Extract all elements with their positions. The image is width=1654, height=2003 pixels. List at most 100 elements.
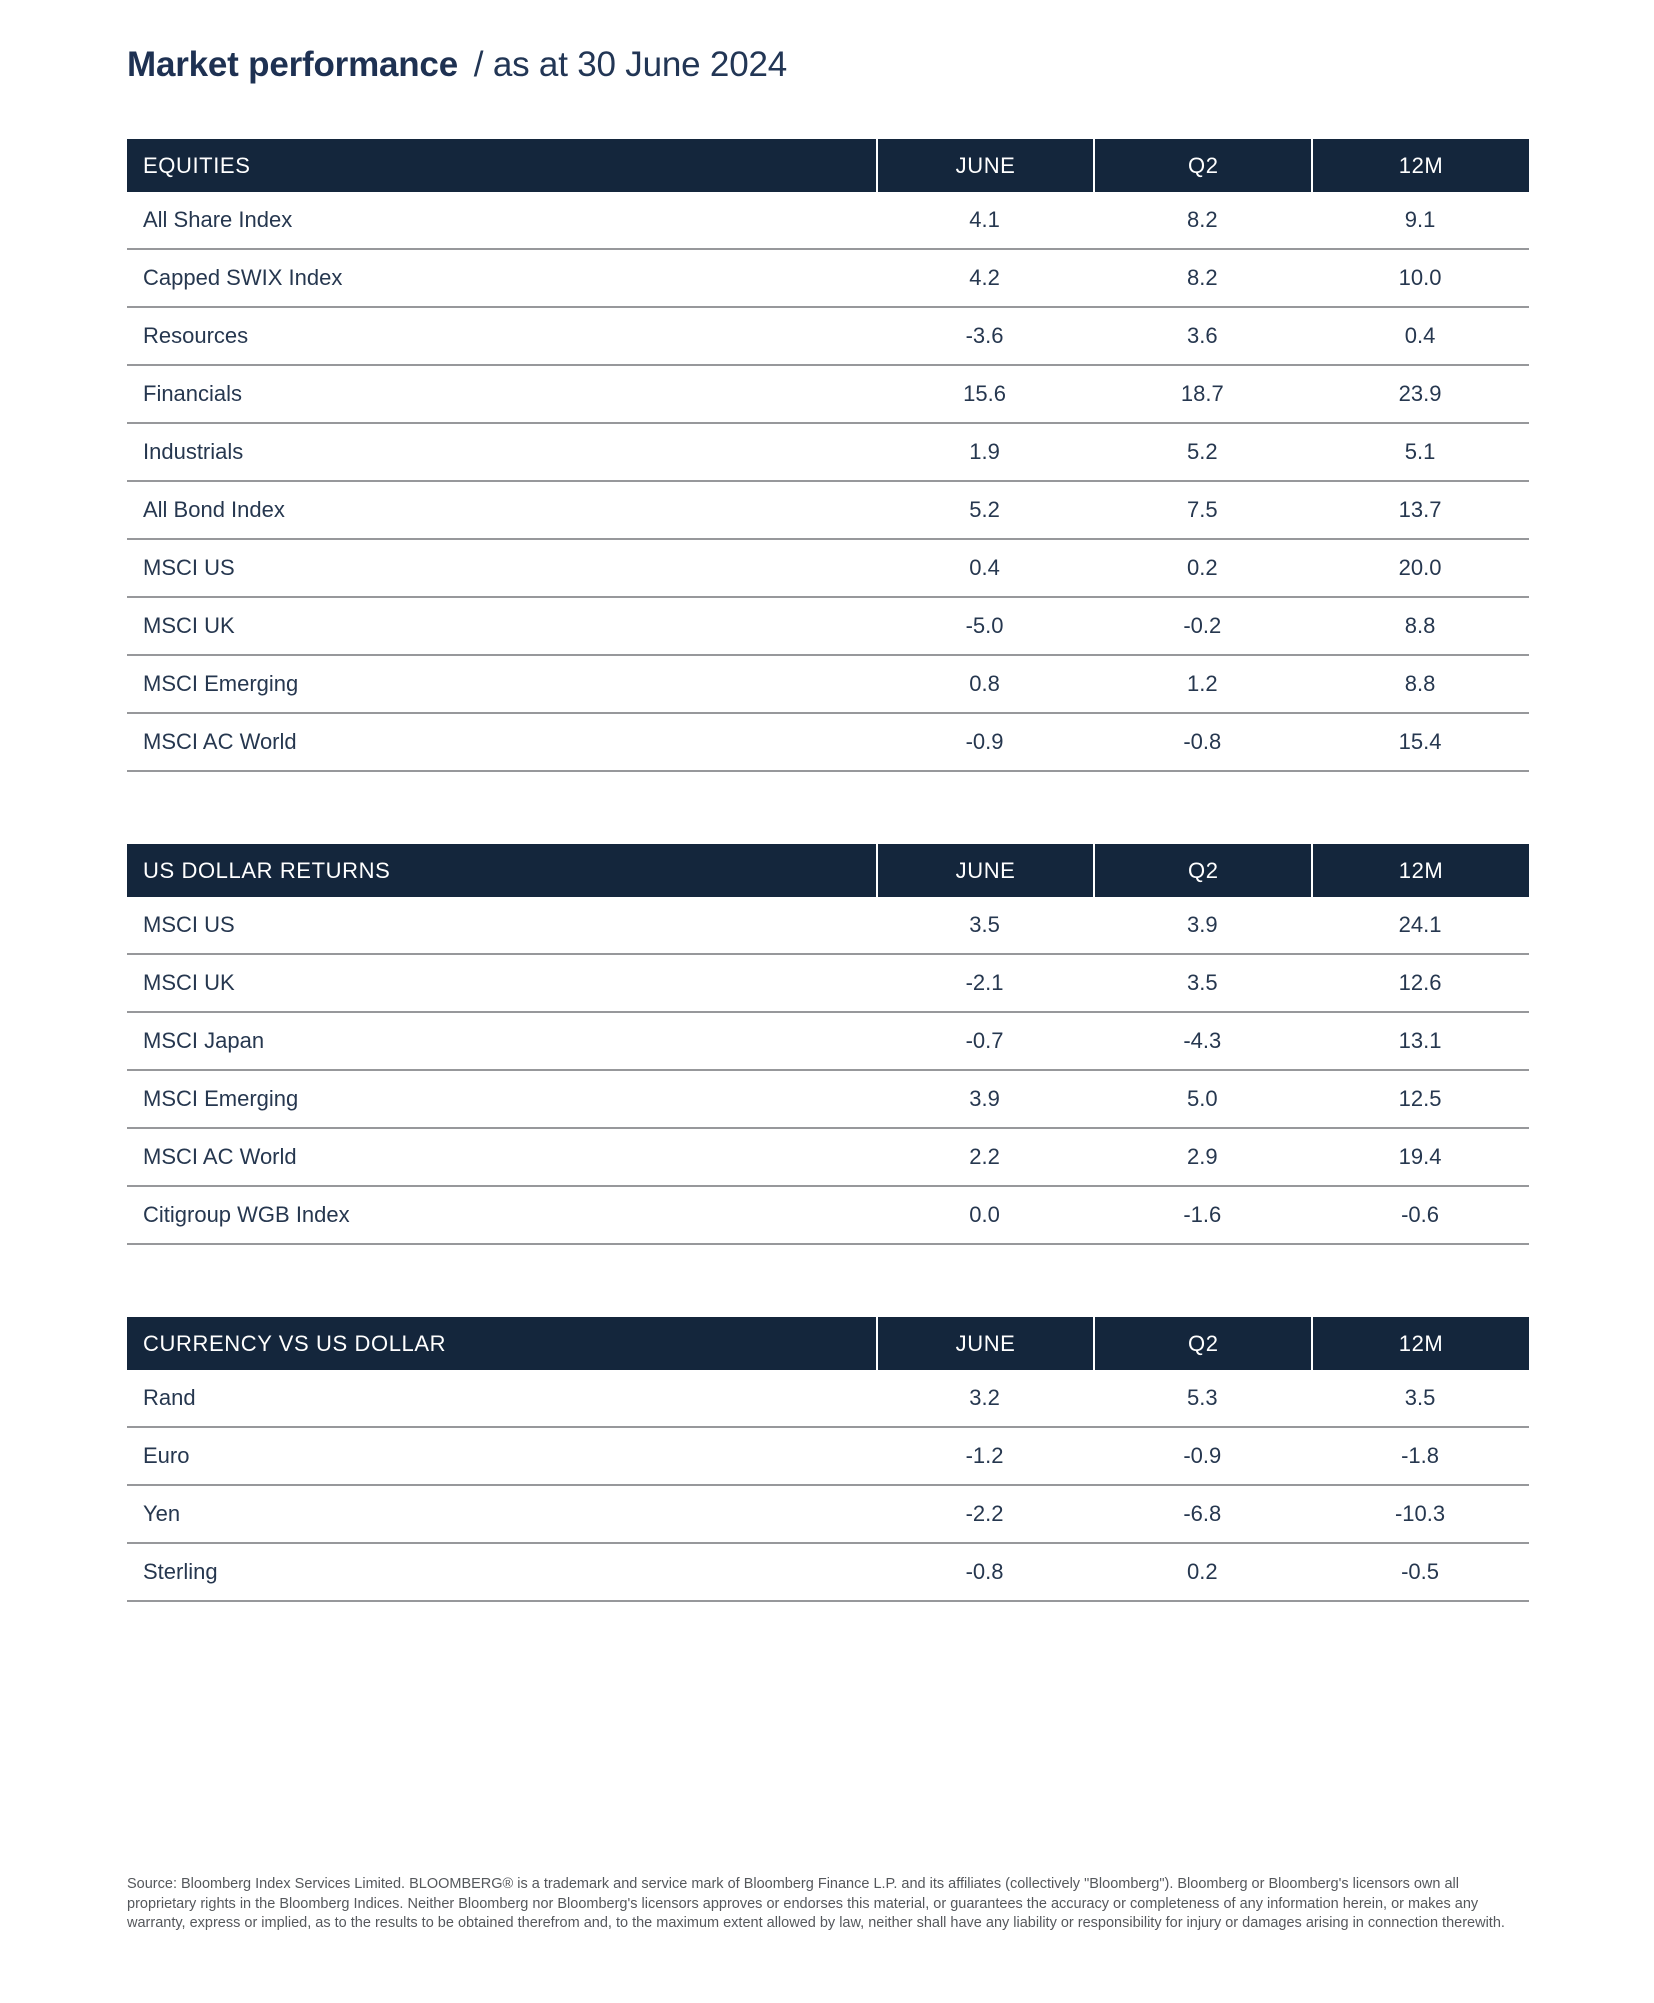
row-value-12m: 20.0 [1398, 555, 1442, 580]
row-label: All Share Index [143, 207, 293, 232]
page-title: Market performance / as at 30 June 2024 [127, 42, 1529, 88]
table-header-row: CURRENCY VS US DOLLAR JUNE Q2 12M [127, 1317, 1529, 1370]
row-value-june: 2.2 [969, 1144, 1000, 1169]
row-value-q2: 2.9 [1187, 1144, 1218, 1169]
row-label: MSCI US [143, 912, 235, 937]
column-header-12m: 12M [1311, 1317, 1529, 1370]
row-label: MSCI Emerging [143, 1086, 299, 1111]
row-value-q2: 5.0 [1187, 1086, 1218, 1111]
row-value-12m: 12.5 [1398, 1086, 1442, 1111]
row-value-12m: 12.6 [1398, 970, 1442, 995]
page-title-main: Market performance [127, 45, 458, 84]
row-value-12m: -1.8 [1401, 1443, 1440, 1468]
row-value-q2: 0.2 [1187, 1559, 1218, 1584]
tables-container: EQUITIES JUNE Q2 12M All Share Index 4.1 8.2 9.… [127, 139, 1529, 1602]
table-row-industrials: Industrials 1.9 5.2 5.1 [127, 424, 1529, 482]
row-value-june: 3.2 [969, 1385, 1000, 1410]
row-value-q2: 18.7 [1180, 381, 1224, 406]
page-title-date: / as at 30 June 2024 [473, 45, 787, 84]
footer-disclaimer: Source: Bloomberg Index Services Limited… [127, 1876, 1505, 1931]
row-label: All Bond Index [143, 497, 285, 522]
row-value-q2: -0.8 [1183, 729, 1222, 754]
row-value-june: 5.2 [969, 497, 1000, 522]
row-label: Resources [143, 323, 249, 348]
column-header-june: JUNE [875, 139, 1094, 192]
table-row-rand: Rand 3.2 5.3 3.5 [127, 1370, 1529, 1428]
row-label: Rand [143, 1385, 196, 1410]
row-value-12m: 5.1 [1404, 439, 1436, 464]
row-label: Euro [143, 1443, 190, 1468]
row-label: MSCI UK [143, 970, 235, 995]
table-section-title: US DOLLAR RETURNS [143, 857, 391, 883]
row-label: MSCI Japan [143, 1028, 265, 1053]
column-header-june: JUNE [875, 844, 1094, 897]
row-value-june: 0.4 [969, 555, 1000, 580]
row-value-12m: -0.5 [1401, 1559, 1440, 1584]
row-value-12m: 8.8 [1404, 671, 1436, 696]
row-label: Capped SWIX Index [143, 265, 343, 290]
table-row-financials: Financials 15.6 18.7 23.9 [127, 366, 1529, 424]
table-row-msci-us: MSCI US 0.4 0.2 20.0 [127, 540, 1529, 598]
row-value-12m: 13.1 [1398, 1028, 1442, 1053]
column-header-q2: Q2 [1093, 844, 1311, 897]
row-value-june: 15.6 [963, 381, 1006, 406]
row-value-june: -5.0 [965, 613, 1004, 638]
row-value-june: 3.5 [969, 912, 1000, 937]
table-row-msci-ac-world: MSCI AC World -0.9 -0.8 15.4 [127, 714, 1529, 772]
row-label: Sterling [143, 1559, 218, 1584]
row-value-12m: -0.6 [1401, 1202, 1440, 1227]
row-value-june: -0.7 [965, 1028, 1004, 1053]
row-label: MSCI AC World [143, 1144, 297, 1169]
row-value-june: -0.9 [965, 729, 1004, 754]
table-row-sterling: Sterling -0.8 0.2 -0.5 [127, 1544, 1529, 1602]
table-row-msci-uk: MSCI UK -2.1 3.5 12.6 [127, 955, 1529, 1013]
column-header-q2: Q2 [1093, 1317, 1311, 1370]
table-row-citigroup-wgb-index: Citigroup WGB Index 0.0 -1.6 -0.6 [127, 1187, 1529, 1245]
column-header-12m: 12M [1311, 844, 1529, 897]
table-header-row: EQUITIES JUNE Q2 12M [127, 139, 1529, 192]
table-header-row: US DOLLAR RETURNS JUNE Q2 12M [127, 844, 1529, 897]
column-header-june: JUNE [875, 1317, 1094, 1370]
table-row-capped-swix-index: Capped SWIX Index 4.2 8.2 10.0 [127, 250, 1529, 308]
row-value-q2: 3.5 [1187, 970, 1218, 995]
row-value-june: 4.2 [969, 265, 1000, 290]
row-value-q2: 0.2 [1187, 555, 1218, 580]
row-value-q2: -0.2 [1183, 613, 1222, 638]
row-value-june: 3.9 [969, 1086, 1000, 1111]
row-label: Industrials [143, 439, 244, 464]
column-header-12m: 12M [1311, 139, 1529, 192]
row-value-12m: 15.4 [1398, 729, 1442, 754]
row-value-june: 4.1 [969, 207, 1000, 232]
row-value-q2: 5.3 [1187, 1385, 1218, 1410]
row-value-june: -2.2 [965, 1501, 1004, 1526]
row-label: Yen [143, 1501, 181, 1526]
table-us-dollar-returns: US DOLLAR RETURNS JUNE Q2 12M MSCI US 3.5 3.9 2… [127, 844, 1529, 1245]
row-value-june: 1.9 [969, 439, 1000, 464]
table-row-msci-emerging: MSCI Emerging 3.9 5.0 12.5 [127, 1071, 1529, 1129]
row-value-june: -1.2 [965, 1443, 1004, 1468]
row-value-q2: 8.2 [1187, 265, 1218, 290]
row-value-q2: 1.2 [1187, 671, 1218, 696]
table-section-title: CURRENCY VS US DOLLAR [143, 1330, 447, 1356]
row-value-june: 0.8 [969, 671, 1000, 696]
table-row-msci-japan: MSCI Japan -0.7 -4.3 13.1 [127, 1013, 1529, 1071]
row-value-12m: -10.3 [1394, 1501, 1446, 1526]
table-currency-vs-us-dollar: CURRENCY VS US DOLLAR JUNE Q2 12M Rand 3.2 5.3… [127, 1317, 1529, 1602]
row-value-june: -2.1 [965, 970, 1004, 995]
row-value-q2: -0.9 [1183, 1443, 1222, 1468]
row-value-q2: 7.5 [1187, 497, 1218, 522]
row-value-12m: 24.1 [1398, 912, 1442, 937]
table-row-all-share-index: All Share Index 4.1 8.2 9.1 [127, 192, 1529, 250]
row-value-12m: 13.7 [1398, 497, 1442, 522]
row-label: Financials [143, 381, 243, 406]
row-value-q2: 3.9 [1187, 912, 1218, 937]
row-label: MSCI Emerging [143, 671, 299, 696]
row-value-12m: 10.0 [1398, 265, 1442, 290]
row-value-12m: 9.1 [1404, 207, 1436, 232]
row-label: MSCI US [143, 555, 235, 580]
row-value-12m: 8.8 [1404, 613, 1436, 638]
row-label: MSCI UK [143, 613, 235, 638]
row-value-june: 0.0 [969, 1202, 1000, 1227]
row-value-12m: 19.4 [1398, 1144, 1442, 1169]
